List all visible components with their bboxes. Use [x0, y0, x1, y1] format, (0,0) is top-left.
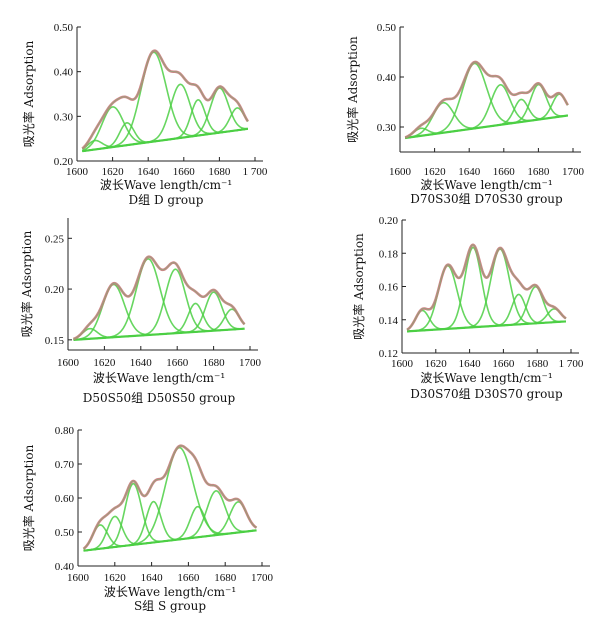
- y-tick-label: 0.40: [377, 72, 397, 84]
- y-axis-title: 吸光率 Adsorption: [21, 40, 36, 147]
- y-tick-label: 0.80: [55, 425, 75, 437]
- fitted-peak-line: [405, 84, 568, 139]
- chart-panel-3: 0.15 0.20 0.25 1600 1620 1640 1660 1680 1700 波长Wa…: [19, 218, 262, 405]
- panel-caption: D组 D group: [129, 193, 204, 207]
- x-tick-label: 1680: [203, 357, 226, 369]
- y-axis-title: 吸光率 Adsorption: [345, 36, 360, 143]
- y-tick-label: 0.20: [54, 156, 74, 168]
- x-axis-title: 波长Wave length/cm⁻¹: [100, 178, 232, 192]
- y-tick-label: 0.15: [45, 335, 65, 347]
- x-tick-label: 1620: [424, 166, 447, 178]
- x-tick-label: 1620: [93, 357, 116, 369]
- x-tick-label: 1640: [137, 166, 160, 178]
- x-tick-label: 1600: [67, 572, 90, 584]
- x-tick-label: 1700: [239, 357, 262, 369]
- y-tick-label: 0.14: [379, 315, 399, 327]
- x-axis-title: 波长Wave length/cm⁻¹: [420, 371, 552, 385]
- x-tick-label: 1660: [492, 358, 515, 370]
- spectrum-envelope-core: [405, 61, 569, 138]
- y-tick-label: 0.70: [55, 459, 75, 471]
- x-tick-label: 1660: [166, 357, 189, 369]
- spectrum-envelope-core: [83, 445, 257, 550]
- x-tick-label: 1680: [214, 572, 237, 584]
- fitted-peak-line: [82, 83, 248, 152]
- chart-panel-1: 0.20 0.30 0.40 0.50 1600 1620 1640 1660 1680 1 70…: [21, 22, 268, 207]
- y-tick-label: 0.40: [55, 561, 75, 573]
- panel-caption: D50S50组 D50S50 group: [83, 391, 236, 405]
- x-tick-label: 1640: [141, 572, 164, 584]
- y-axis-title: 吸光率 Adsorption: [351, 233, 366, 340]
- fitted-peak-line: [405, 93, 569, 139]
- y-tick-label: 0.18: [379, 248, 399, 260]
- fitted-peak-line: [82, 122, 248, 152]
- y-tick-label: 0.50: [55, 527, 75, 539]
- x-axis-title: 波长Wave length/cm⁻¹: [104, 585, 236, 599]
- y-tick-label: 0.20: [45, 284, 65, 296]
- x-tick-label: 1600: [389, 166, 412, 178]
- chart-panel-2: 0.30 0.40 0.50 1600 1620 1640 1660 1680 1700 波长Wa…: [345, 22, 585, 206]
- y-tick-label: 0.20: [379, 215, 399, 227]
- x-tick-label: 1600: [391, 358, 414, 370]
- y-axis-title: 吸光率 Adsorption: [21, 444, 36, 551]
- chart-panel-5: 0.40 0.50 0.60 0.70 0.80 1600 1620 1640 1660 1680…: [21, 425, 274, 613]
- y-tick-label: 0.12: [379, 348, 398, 360]
- spectrum-envelope-core: [73, 256, 245, 340]
- chart-panel-4: 0.12 0.14 0.16 0.18 0.20 1600 1620 1640 1660 1680…: [351, 215, 584, 401]
- fitted-peak-line: [73, 308, 246, 341]
- y-tick-label: 0.50: [377, 22, 397, 34]
- y-tick-label: 0.30: [54, 111, 74, 123]
- x-tick-label: 1680: [526, 358, 549, 370]
- x-tick-label: 1640: [459, 358, 482, 370]
- x-tick-label: 1660: [177, 572, 200, 584]
- y-axis-title: 吸光率 Adsorption: [19, 230, 34, 337]
- fitted-peak-line: [407, 308, 567, 333]
- x-tick-label: 1 700: [559, 358, 584, 370]
- y-tick-label: 0.30: [377, 122, 397, 134]
- x-tick-label: 1680: [527, 166, 550, 178]
- x-tick-label: 1 700: [243, 166, 268, 178]
- y-tick-label: 0.25: [45, 233, 65, 245]
- x-tick-label: 1620: [425, 358, 448, 370]
- x-tick-label: 1640: [458, 166, 481, 178]
- fitted-peak-line: [82, 107, 249, 152]
- x-axis-title: 波长Wave length/cm⁻¹: [420, 178, 552, 192]
- y-tick-label: 0.16: [379, 282, 399, 294]
- x-tick-label: 1660: [493, 166, 516, 178]
- spectrum-envelope-core: [82, 50, 249, 149]
- y-tick-label: 0.50: [54, 22, 74, 34]
- x-tick-label: 1600: [57, 357, 80, 369]
- panel-caption: D70S30组 D70S30 group: [410, 192, 563, 206]
- x-tick-label: 1620: [104, 572, 127, 584]
- x-tick-label: 1680: [208, 166, 231, 178]
- x-axis-title: 波长Wave length/cm⁻¹: [93, 371, 225, 385]
- fitted-peak-line: [82, 87, 248, 152]
- fitted-peak-line: [83, 501, 257, 552]
- spectrum-envelope-core: [406, 244, 567, 331]
- y-tick-label: 0.40: [54, 67, 74, 79]
- panel-caption: S组 S group: [134, 599, 206, 613]
- x-tick-label: 1640: [130, 357, 153, 369]
- x-tick-label: 1700: [251, 572, 274, 584]
- x-tick-label: 1600: [66, 166, 89, 178]
- x-tick-label: 1620: [102, 166, 125, 178]
- y-tick-label: 0.60: [55, 493, 75, 505]
- panel-caption: D30S70组 D30S70 group: [410, 387, 563, 401]
- x-tick-label: 1660: [173, 166, 196, 178]
- x-tick-label: 1700: [562, 166, 585, 178]
